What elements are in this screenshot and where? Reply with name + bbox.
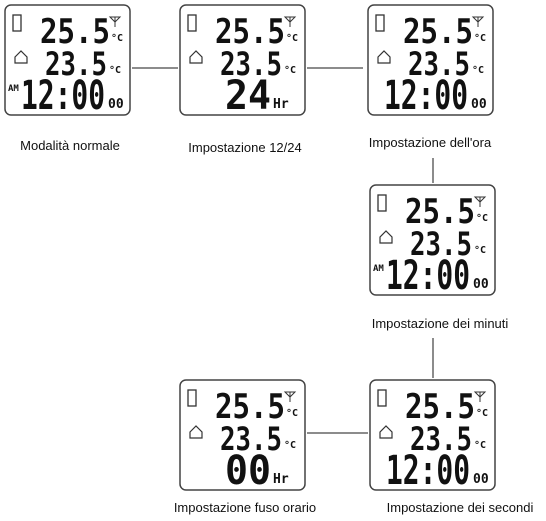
outdoor-unit: °C [286,33,298,44]
outdoor-icon [187,14,197,32]
time-suffix: Hr [273,97,289,112]
outdoor-unit: °C [111,33,123,44]
lcd-screen: 25.5 °C23.5 °C00 Hr [179,379,306,494]
indoor-temp: 23.5 [45,45,107,83]
screen-frame [179,379,306,491]
screen-frame [4,4,131,116]
indoor-temp: 23.5 [220,45,282,83]
signal-icon [471,16,485,27]
outdoor-temp: 25.5 [215,12,285,52]
outdoor-temp: 25.5 [403,12,473,52]
indoor-unit: °C [474,245,486,256]
screen-frame [369,184,496,296]
outdoor-temp: 25.5 [215,387,285,427]
outdoor-temp: 25.5 [40,12,110,52]
outdoor-unit: °C [476,408,488,419]
time: 12:00 [386,253,470,299]
house-icon [377,50,391,64]
signal-icon [283,391,297,402]
screen-frame [369,379,496,491]
outdoor-icon [187,389,197,407]
screen-label: Impostazione dell'ora [369,135,492,150]
time-suffix: 00 [108,97,124,112]
outdoor-unit: °C [286,408,298,419]
outdoor-icon [377,389,387,407]
screen-label: Impostazione 12/24 [188,140,301,155]
indoor-temp: 23.5 [220,420,282,458]
house-icon [379,230,393,244]
signal-icon [473,391,487,402]
connectors [132,67,434,434]
outdoor-icon [377,194,387,212]
signal-icon [473,196,487,207]
am-pm: AM [8,84,19,94]
screen-label: Impostazione fuso orario [174,500,316,515]
time: 24 [225,73,271,119]
outdoor-temp: 25.5 [405,387,475,427]
lcd-screen: 25.5 °C23.5 °C24 Hr [179,4,306,119]
screen-frame [367,4,494,116]
outdoor-unit: °C [474,33,486,44]
outdoor-icon [12,14,22,32]
indoor-temp: 23.5 [410,225,472,263]
time: 12:00 [384,73,468,119]
screen-frame [179,4,306,116]
lcd-screen: 25.5 °C23.5 °CAM 12:00 00 [4,4,131,119]
screen-label: Impostazione dei secondi [387,500,534,515]
outdoor-unit: °C [476,213,488,224]
time-suffix: 00 [473,277,489,292]
time: 12:00 [386,448,470,494]
house-icon [379,425,393,439]
am-pm: AM [373,264,384,274]
time-suffix: Hr [273,472,289,487]
screen-label: Impostazione dei minuti [372,316,509,331]
outdoor-icon [375,14,385,32]
lcd-screen: 25.5 °C23.5 °C12:00 00 [367,4,494,119]
indoor-unit: °C [284,65,296,76]
indoor-temp: 23.5 [410,420,472,458]
indoor-temp: 23.5 [408,45,470,83]
time-suffix: 00 [473,472,489,487]
screen-label: Modalità normale [20,138,120,153]
lcd-screen: 25.5 °C23.5 °CAM 12:00 00 [369,184,496,299]
indoor-unit: °C [109,65,121,76]
signal-icon [283,16,297,27]
time: 00 [225,448,271,494]
time-suffix: 00 [471,97,487,112]
house-icon [189,425,203,439]
indoor-unit: °C [474,440,486,451]
indoor-unit: °C [472,65,484,76]
lcd-screen: 25.5 °C23.5 °C12:00 00 [369,379,496,494]
house-icon [14,50,28,64]
outdoor-temp: 25.5 [405,192,475,232]
indoor-unit: °C [284,440,296,451]
time: 12:00 [21,73,105,119]
house-icon [189,50,203,64]
signal-icon [108,16,122,27]
